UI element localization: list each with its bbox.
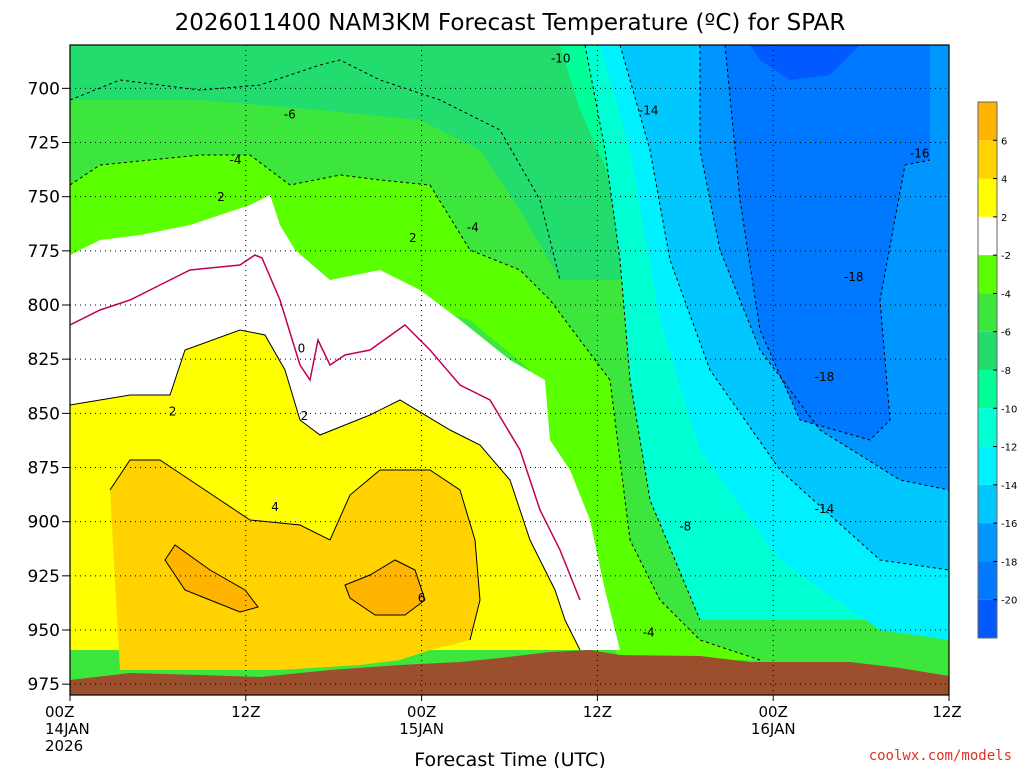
- y-tick-label: 950: [28, 621, 60, 641]
- credit-text: coolwx.com/models: [869, 748, 1012, 764]
- colorbar-swatch: [978, 255, 997, 294]
- x-tick-label: 12Z: [231, 703, 260, 721]
- colorbar-label: -10: [1001, 404, 1017, 415]
- colorbar-swatch: [978, 216, 997, 256]
- contour-label: 4: [271, 500, 279, 514]
- fill-minus-22: [750, 45, 860, 80]
- colorbar-swatch: [978, 102, 997, 141]
- contour-label: 2: [301, 409, 309, 423]
- x-tick-label: 2026: [45, 737, 83, 755]
- colorbar-label: -12: [1001, 443, 1017, 454]
- y-tick-label: 800: [28, 296, 60, 316]
- colorbar-swatch: [978, 293, 997, 332]
- contour-label: -18: [844, 270, 864, 284]
- contour-label: -4: [230, 153, 242, 167]
- colorbar-label: -4: [1001, 289, 1011, 300]
- contour-label: 6: [418, 591, 426, 605]
- y-tick-label: 925: [28, 567, 60, 587]
- x-axis-label: Forecast Time (UTC): [414, 749, 605, 768]
- x-tick-label: 12Z: [932, 703, 961, 721]
- y-tick-label: 700: [28, 79, 60, 99]
- contour-label: 0: [298, 342, 306, 356]
- colorbar-swatch: [978, 523, 997, 562]
- x-tick-label: 15JAN: [399, 720, 444, 738]
- x-tick-label: 14JAN: [45, 720, 90, 738]
- y-tick-label: 875: [28, 459, 60, 479]
- freezing-line: [70, 254, 581, 601]
- colorbar-label: -18: [1001, 557, 1017, 568]
- y-tick-label: 825: [28, 350, 60, 370]
- contour-label: 2: [169, 405, 177, 419]
- colorbar-swatch: [978, 408, 997, 447]
- y-axis: 700 725 750 775 800 825 850 875 900 925 950 975: [28, 79, 70, 695]
- contour-labels: -10 -14 -6 -16 -4 2 -4 2 -18 0 -18 2 2 4 -14 -8 6 -4: [169, 51, 930, 639]
- y-tick-label: 975: [28, 675, 60, 695]
- contour-label: -18: [815, 370, 835, 384]
- contour-label: -4: [643, 626, 655, 640]
- colorbar-swatch: [978, 140, 997, 179]
- contour-label: -8: [679, 519, 691, 533]
- colorbar-label: -16: [1001, 519, 1017, 530]
- chart-title: 2026011400 NAM3KM Forecast Temperature (…: [175, 10, 846, 36]
- y-tick-label: 725: [28, 134, 60, 154]
- fill-plus-6-a: [165, 545, 258, 612]
- fill-plus-4: [110, 460, 480, 670]
- colorbar-swatch: [978, 178, 997, 217]
- contour-label: 2: [217, 190, 225, 204]
- contour-label: 2: [409, 231, 417, 245]
- colorbar-label: -8: [1001, 366, 1011, 377]
- contour-label: -6: [284, 108, 296, 122]
- colorbar-label: 4: [1001, 175, 1007, 186]
- colorbar-swatch: [978, 331, 997, 370]
- colorbar-swatch: [978, 370, 997, 409]
- plot-area: [70, 45, 949, 695]
- colorbar: 6 4 2 -2 -4 -6 -8 -10 -12 -14 -16 -18 -20: [977, 101, 1017, 639]
- fill-minus-20: [725, 45, 930, 440]
- colorbar-swatch: [978, 484, 997, 524]
- x-tick-label: 16JAN: [751, 720, 796, 738]
- colorbar-label: -20: [1001, 596, 1017, 607]
- colorbar-swatch: [978, 446, 997, 485]
- contour-label: -4: [467, 220, 479, 234]
- colorbar-label: -6: [1001, 328, 1011, 339]
- y-tick-label: 850: [28, 404, 60, 424]
- contour-label: -14: [639, 103, 659, 117]
- colorbar-swatch: [978, 561, 997, 600]
- contour-label: -10: [551, 51, 571, 65]
- colorbar-label: -2: [1001, 251, 1011, 262]
- colorbar-label: -14: [1001, 481, 1017, 492]
- x-tick-label: 12Z: [583, 703, 612, 721]
- x-tick-label: 00Z: [407, 703, 436, 721]
- contour-label: -14: [815, 502, 835, 516]
- colorbar-label: 6: [1001, 136, 1007, 147]
- plot-frame: [69, 44, 950, 696]
- fill-plus-6-b: [345, 560, 425, 615]
- y-tick-label: 775: [28, 242, 60, 262]
- contour-label: -16: [910, 147, 930, 161]
- x-tick-label: 00Z: [45, 703, 74, 721]
- y-tick-label: 900: [28, 513, 60, 533]
- x-tick-label: 00Z: [759, 703, 788, 721]
- colorbar-label: 2: [1001, 213, 1007, 224]
- y-tick-label: 750: [28, 188, 60, 208]
- colorbar-swatch: [978, 599, 997, 638]
- terrain: [70, 650, 949, 695]
